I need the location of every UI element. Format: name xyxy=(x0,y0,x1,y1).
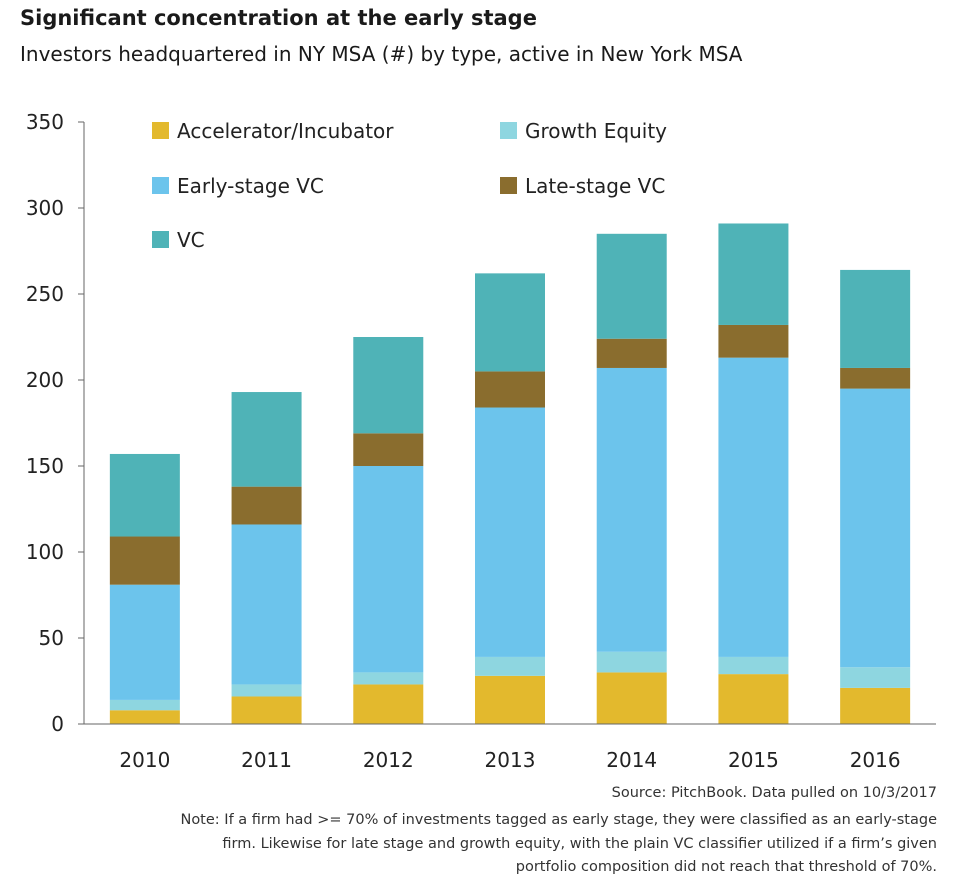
bar-segment xyxy=(596,233,667,339)
legend-label: Late-stage VC xyxy=(525,174,665,198)
bar-segment xyxy=(718,324,789,358)
x-tick-label: 2010 xyxy=(119,748,170,772)
y-axis-tick-labels: 0 50 100 150 200 250 300 350 xyxy=(26,110,84,736)
bar-segment xyxy=(231,486,302,525)
bar-segment xyxy=(231,524,302,685)
legend-swatch xyxy=(500,122,517,139)
chart-title: Significant concentration at the early s… xyxy=(20,6,537,30)
bar-segment xyxy=(109,536,180,585)
bar-segment xyxy=(109,453,180,537)
bar-segment xyxy=(475,656,545,676)
bar-segment xyxy=(840,269,911,368)
bar-segment xyxy=(109,699,180,711)
x-tick-label: 2012 xyxy=(363,748,414,772)
y-tick-label: 350 xyxy=(26,110,64,134)
bar-segment xyxy=(596,367,667,652)
legend-label: VC xyxy=(177,228,205,252)
chart-subtitle: Investors headquartered in NY MSA (#) by… xyxy=(20,42,743,66)
y-tick-label: 50 xyxy=(39,626,64,650)
bar-segment xyxy=(840,367,911,389)
chart-legend: Accelerator/Incubator Growth Equity Early-… xyxy=(152,119,667,252)
y-tick-label: 250 xyxy=(26,282,64,306)
bar-segment xyxy=(109,710,180,724)
bar-segment xyxy=(353,433,424,466)
legend-label: Early-stage VC xyxy=(177,174,324,198)
bar-segment xyxy=(475,675,545,724)
bar-segment xyxy=(718,674,789,724)
bar-segment xyxy=(475,273,545,372)
legend-swatch xyxy=(152,177,169,194)
x-tick-label: 2015 xyxy=(728,748,779,772)
bar-stacks xyxy=(109,223,911,724)
bar-segment xyxy=(718,223,789,325)
bar-segment xyxy=(231,696,302,724)
bar-segment xyxy=(840,687,911,724)
legend-label: Accelerator/Incubator xyxy=(177,119,394,143)
bar-segment xyxy=(353,684,424,724)
bar-segment xyxy=(109,584,180,700)
footnote-line: portfolio composition did not reach that… xyxy=(515,859,937,875)
bar-segment xyxy=(475,371,545,408)
legend-label: Growth Equity xyxy=(525,119,667,143)
bar-segment xyxy=(231,684,302,697)
y-tick-label: 300 xyxy=(26,196,64,220)
y-tick-label: 200 xyxy=(26,368,64,392)
y-tick-label: 100 xyxy=(26,540,64,564)
footnote-line: Note: If a firm had >= 70% of investment… xyxy=(180,812,937,828)
x-tick-label: 2016 xyxy=(850,748,901,772)
legend-swatch xyxy=(152,231,169,248)
bar-segment xyxy=(718,656,789,675)
bar-segment xyxy=(353,466,424,673)
bar-segment xyxy=(840,667,911,688)
bar-segment xyxy=(596,651,667,673)
y-tick-label: 150 xyxy=(26,454,64,478)
bar-segment xyxy=(353,672,424,685)
x-tick-label: 2011 xyxy=(241,748,292,772)
legend-swatch xyxy=(500,177,517,194)
x-tick-label: 2013 xyxy=(485,748,536,772)
bar-segment xyxy=(596,672,667,724)
bar-segment xyxy=(718,357,789,657)
source-note: Source: PitchBook. Data pulled on 10/3/2… xyxy=(611,785,937,801)
x-tick-label: 2014 xyxy=(606,748,657,772)
legend-swatch xyxy=(152,122,169,139)
bar-segment xyxy=(840,388,911,668)
bar-segment xyxy=(596,338,667,368)
footnote: Note: If a firm had >= 70% of investment… xyxy=(17,809,937,880)
x-axis-tick-labels: 2010 2011 2012 2013 2014 2015 2016 xyxy=(119,748,900,772)
bar-segment xyxy=(231,392,302,487)
bar-segment xyxy=(353,337,424,434)
y-tick-label: 0 xyxy=(51,712,64,736)
bar-segment xyxy=(475,407,545,657)
footnote-line: firm. Likewise for late stage and growth… xyxy=(222,835,937,852)
